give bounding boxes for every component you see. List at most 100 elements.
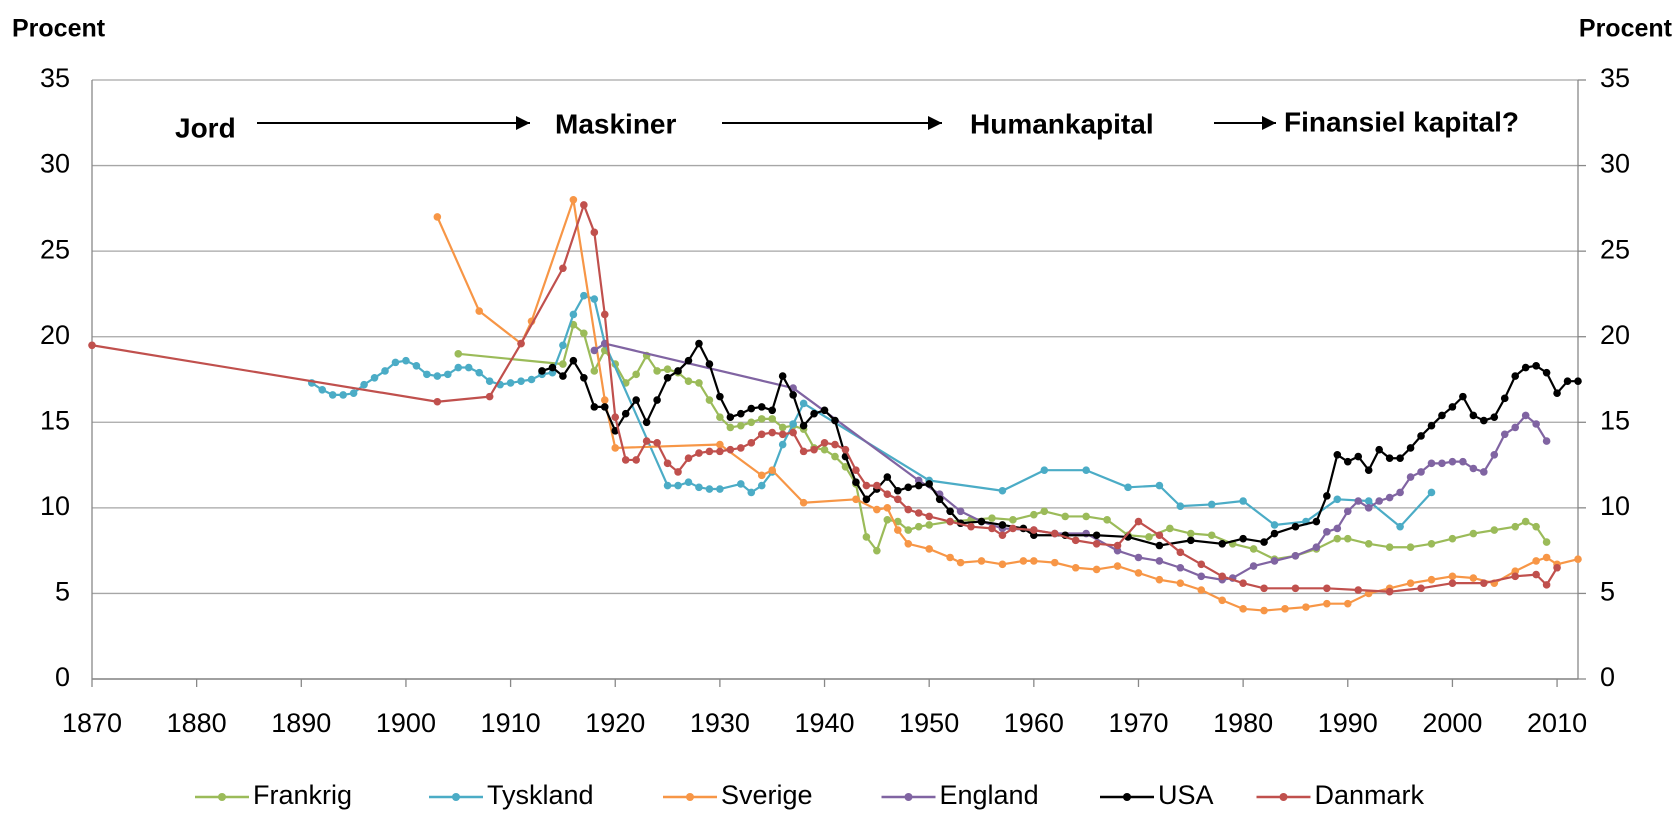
data-point (402, 356, 410, 365)
data-point (1385, 587, 1394, 596)
data-point (1448, 457, 1457, 466)
data-point (904, 505, 913, 514)
data-point (1480, 468, 1488, 476)
data-point (1218, 572, 1226, 581)
legend-marker (904, 793, 913, 801)
data-point (1030, 526, 1038, 534)
data-point (1521, 411, 1530, 420)
data-point (757, 430, 766, 439)
data-point (349, 389, 358, 397)
data-point (1176, 579, 1185, 587)
legend-marker (686, 793, 694, 801)
x-tick-label: 1980 (1213, 708, 1273, 738)
data-point (611, 444, 620, 452)
data-point (893, 526, 902, 534)
data-point (454, 363, 463, 372)
legend-item: Danmark (1256, 780, 1425, 810)
data-point (705, 447, 714, 456)
data-point (914, 481, 923, 490)
data-point (862, 533, 871, 541)
annotation: Jord (175, 112, 236, 143)
data-point (1385, 493, 1394, 502)
data-point (370, 373, 379, 382)
data-point (559, 372, 567, 380)
data-point (475, 368, 483, 377)
data-point (716, 440, 724, 449)
data-point (1333, 495, 1342, 504)
data-point (1239, 497, 1247, 505)
data-point (1113, 562, 1122, 570)
data-point (956, 507, 965, 516)
data-point (768, 415, 777, 423)
data-point (1532, 570, 1540, 579)
data-point (1333, 451, 1342, 459)
data-point (1438, 459, 1446, 468)
data-point (883, 473, 892, 481)
data-point (1166, 524, 1174, 533)
data-point (1542, 368, 1551, 377)
data-point (1406, 444, 1415, 452)
data-point (747, 404, 756, 413)
data-point (590, 403, 599, 411)
data-point (1197, 572, 1206, 581)
data-point (998, 531, 1007, 540)
data-point (862, 481, 871, 490)
data-point (684, 454, 693, 463)
data-point (433, 213, 442, 221)
data-point (1490, 526, 1499, 534)
data-point (339, 391, 347, 399)
data-point (1364, 497, 1373, 505)
data-point (852, 495, 860, 504)
data-point (852, 478, 860, 486)
data-point (1270, 557, 1279, 565)
data-point (381, 367, 389, 375)
data-point (1354, 586, 1363, 594)
data-point (883, 516, 892, 524)
grid (91, 79, 1586, 687)
data-point (1511, 372, 1520, 380)
data-point (1187, 529, 1195, 538)
data-point (998, 486, 1007, 495)
data-point (590, 295, 599, 303)
data-point (925, 545, 933, 553)
data-point (1155, 557, 1164, 565)
y2-tick-label: 20 (1600, 320, 1630, 350)
data-point (737, 444, 745, 452)
data-point (559, 360, 567, 368)
data-point (799, 498, 808, 507)
data-point (1197, 560, 1206, 569)
data-point (444, 370, 452, 379)
data-point (1553, 389, 1561, 397)
legend-label: Tyskland (487, 780, 594, 810)
data-point (820, 445, 829, 454)
data-point (946, 517, 954, 526)
data-point (1542, 538, 1551, 546)
data-point (1040, 507, 1049, 516)
data-point (757, 471, 766, 480)
data-point (852, 466, 860, 475)
data-point (485, 392, 494, 401)
data-point (1134, 517, 1143, 526)
y-tick-label: 10 (40, 491, 70, 521)
data-point (1050, 529, 1059, 538)
y2-tick-label: 10 (1600, 491, 1630, 521)
data-point (1009, 516, 1017, 524)
x-tick-label: 1930 (690, 708, 750, 738)
data-point (1092, 539, 1101, 548)
data-point (1281, 605, 1289, 613)
data-point (893, 495, 902, 504)
y-tick-label: 25 (40, 234, 70, 264)
data-point (1553, 563, 1561, 572)
data-point (716, 413, 724, 421)
data-point (726, 445, 735, 454)
data-point (1124, 483, 1132, 492)
data-point (559, 264, 567, 273)
data-point (423, 370, 431, 379)
data-point (1427, 488, 1436, 497)
data-point (1542, 437, 1551, 445)
data-point (799, 399, 808, 408)
legend-item: USA (1100, 780, 1214, 810)
data-point (757, 415, 766, 423)
data-point (569, 356, 578, 365)
data-point (1134, 553, 1143, 562)
